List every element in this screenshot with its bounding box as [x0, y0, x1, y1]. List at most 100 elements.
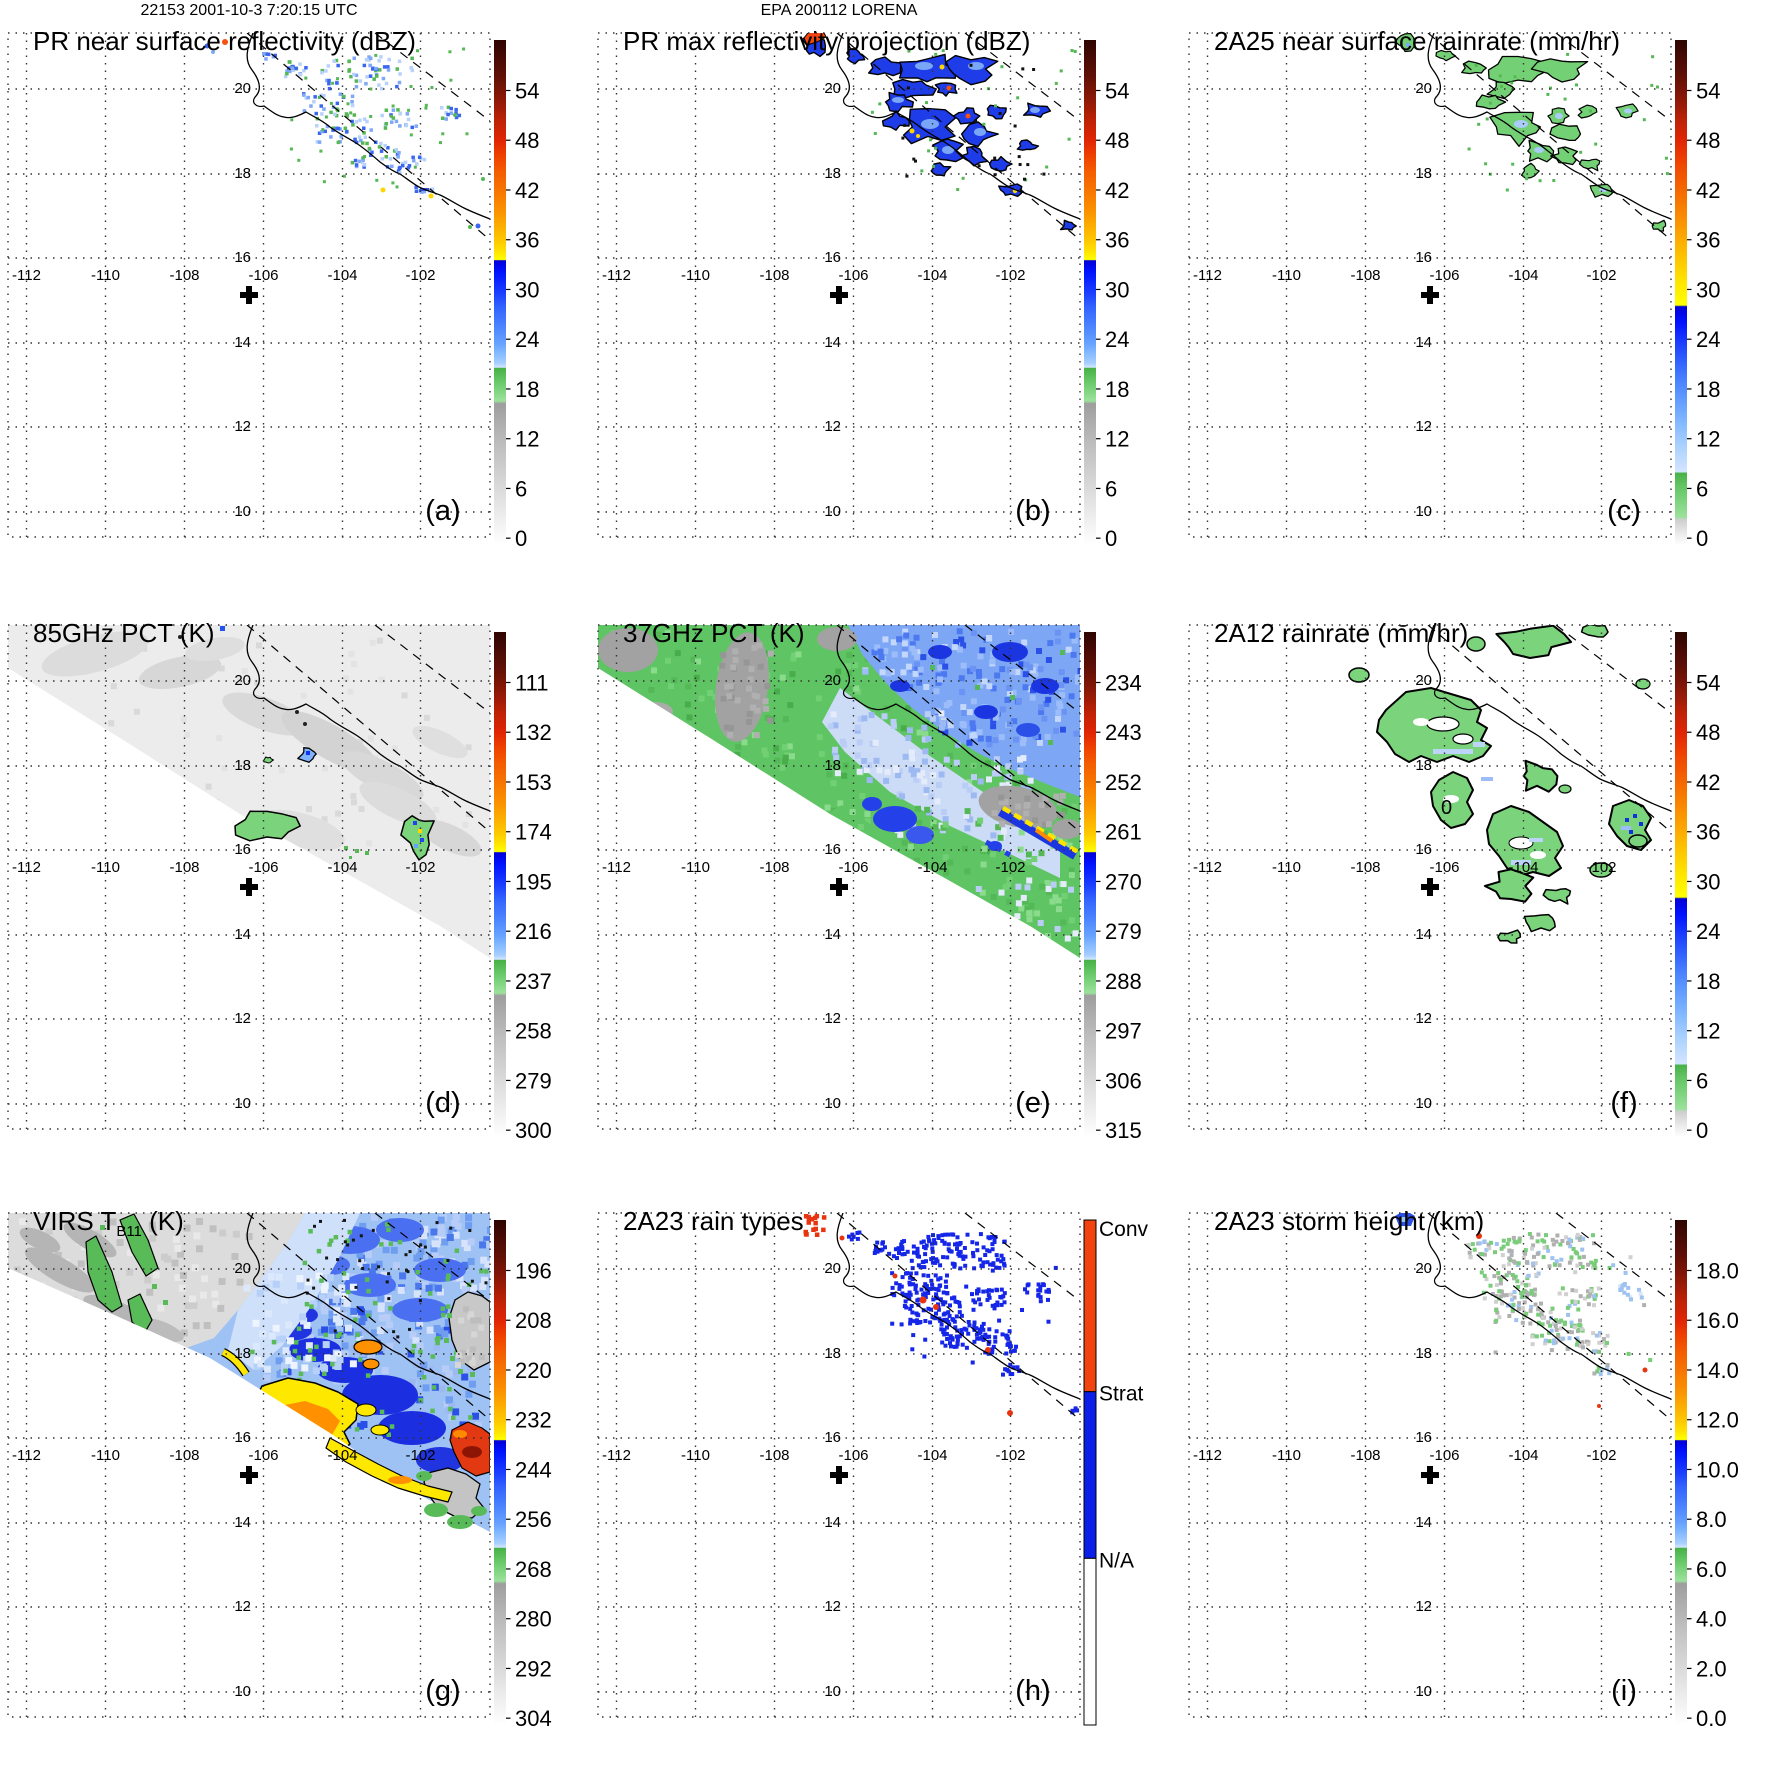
svg-text:16: 16	[234, 249, 251, 266]
svg-text:14.0: 14.0	[1696, 1358, 1739, 1383]
svg-text:-106: -106	[248, 859, 278, 876]
svg-text:297: 297	[1105, 1019, 1142, 1044]
svg-text:24: 24	[1696, 327, 1720, 352]
svg-text:12: 12	[234, 1598, 251, 1615]
svg-text:12: 12	[824, 1010, 841, 1027]
svg-text:-104: -104	[917, 1447, 947, 1464]
panel-g-title: VIRS TB11 (K)	[33, 1206, 184, 1241]
panel-e: 20 18 16 14 12 10 -112 -110 -108 -106 -104 -102 234 2…	[590, 592, 1180, 1182]
svg-text:-108: -108	[1350, 859, 1380, 876]
panel-c-letter: (c)	[1607, 495, 1641, 527]
svg-text:N/A: N/A	[1099, 1549, 1134, 1572]
e-coastline-swath	[836, 625, 1080, 833]
svg-text:-106: -106	[248, 267, 278, 284]
i-gridlines	[1188, 1212, 1672, 1718]
svg-text:18: 18	[1415, 165, 1432, 182]
svg-text:12: 12	[1415, 418, 1432, 435]
e-gridlines	[597, 624, 1081, 1130]
svg-text:279: 279	[1105, 919, 1142, 944]
svg-text:42: 42	[515, 178, 539, 203]
svg-text:12: 12	[1415, 1010, 1432, 1027]
svg-text:14: 14	[234, 334, 251, 351]
svg-text:280: 280	[515, 1607, 552, 1632]
svg-text:30: 30	[1696, 277, 1720, 302]
f-axis-labels: 20 18 16 14 12 10 -112 -110 -108 -106 -104 -102	[1193, 672, 1616, 1112]
svg-text:234: 234	[1105, 671, 1142, 696]
svg-text:20: 20	[1415, 1260, 1432, 1277]
panel-d-letter: (d)	[425, 1087, 461, 1119]
d-storm-center-marker	[240, 878, 258, 896]
svg-text:18: 18	[234, 165, 251, 182]
panel-i: 20 18 16 14 12 10 -112 -110 -108 -106 -104 -102 18.0…	[1181, 1180, 1771, 1770]
svg-text:18: 18	[234, 1345, 251, 1362]
svg-text:208: 208	[515, 1308, 552, 1333]
svg-text:36: 36	[1105, 228, 1129, 253]
f-storm-center-marker	[1421, 878, 1439, 896]
svg-text:16: 16	[824, 1429, 841, 1446]
svg-text:8.0: 8.0	[1696, 1507, 1727, 1532]
svg-text:-102: -102	[405, 859, 435, 876]
svg-text:24: 24	[515, 327, 539, 352]
svg-text:20: 20	[824, 1260, 841, 1277]
svg-text:111: 111	[515, 671, 548, 696]
b-storm-center-marker	[830, 286, 848, 304]
f-coastline-swath	[1427, 625, 1671, 833]
svg-text:18: 18	[1105, 377, 1129, 402]
svg-text:36: 36	[515, 228, 539, 253]
f-colorbar: 54 48 42 36 30 24 18 12 6 0	[1675, 632, 1720, 1143]
g-storm-center-marker	[240, 1466, 258, 1484]
a-colorbar: 54 48 42 36 30 24 18 12 6 0	[494, 40, 539, 551]
svg-text:14: 14	[1415, 334, 1432, 351]
a-storm-center-marker	[240, 286, 258, 304]
svg-text:258: 258	[515, 1019, 552, 1044]
svg-text:16: 16	[1415, 249, 1432, 266]
svg-text:48: 48	[1696, 128, 1720, 153]
svg-text:-102: -102	[995, 1447, 1025, 1464]
svg-text:20: 20	[824, 672, 841, 689]
svg-text:16: 16	[1415, 1429, 1432, 1446]
panel-g-map: 20 18 16 14 12 10 -112 -110 -108 -106 -104 -102 196 2…	[7, 1212, 552, 1731]
panel-i-title: 2A23 storm height (km)	[1214, 1206, 1485, 1236]
panel-b-letter: (b)	[1015, 495, 1051, 527]
svg-text:-108: -108	[1350, 267, 1380, 284]
svg-text:300: 300	[515, 1118, 552, 1143]
svg-text:4.0: 4.0	[1696, 1607, 1727, 1632]
svg-text:42: 42	[1696, 770, 1720, 795]
panel-a-letter: (a)	[425, 495, 461, 527]
d-data-field	[8, 625, 490, 1129]
svg-text:Conv: Conv	[1099, 1218, 1149, 1241]
svg-text:48: 48	[1696, 720, 1720, 745]
svg-text:-112: -112	[12, 859, 41, 876]
svg-text:54: 54	[515, 79, 539, 104]
svg-text:315: 315	[1105, 1118, 1142, 1143]
svg-text:-110: -110	[681, 1447, 710, 1464]
panel-g: 20 18 16 14 12 10 -112 -110 -108 -106 -104 -102 196 2…	[0, 1180, 590, 1770]
svg-text:16: 16	[234, 1429, 251, 1446]
svg-text:14: 14	[234, 1514, 251, 1531]
svg-text:20: 20	[234, 672, 251, 689]
panel-e-title: 37GHz PCT (K)	[623, 618, 805, 648]
svg-text:54: 54	[1105, 79, 1129, 104]
a-axis-labels: 20 18 16 14 12 10 -112 -110 -108 -106 -104 -102	[12, 80, 435, 520]
svg-text:306: 306	[1105, 1068, 1142, 1093]
svg-text:16: 16	[234, 841, 251, 858]
svg-text:30: 30	[1105, 277, 1129, 302]
svg-text:14: 14	[1415, 926, 1432, 943]
svg-text:10: 10	[824, 1683, 841, 1700]
svg-text:-112: -112	[602, 859, 631, 876]
c-coastline-swath	[1427, 33, 1671, 241]
svg-text:288: 288	[1105, 969, 1142, 994]
svg-text:-104: -104	[917, 267, 947, 284]
svg-text:12: 12	[234, 418, 251, 435]
svg-text:30: 30	[1696, 869, 1720, 894]
b-gridlines	[597, 32, 1081, 538]
svg-text:18: 18	[824, 165, 841, 182]
panel-i-map: 20 18 16 14 12 10 -112 -110 -108 -106 -104 -102 18.0…	[1188, 1212, 1739, 1731]
svg-text:12: 12	[1105, 427, 1129, 452]
svg-text:18: 18	[1696, 969, 1720, 994]
svg-text:16: 16	[1415, 841, 1432, 858]
c-axis-labels: 20 18 16 14 12 10 -112 -110 -108 -106 -104 -102	[1193, 80, 1616, 520]
svg-text:6: 6	[515, 476, 527, 501]
svg-text:-110: -110	[1272, 267, 1301, 284]
